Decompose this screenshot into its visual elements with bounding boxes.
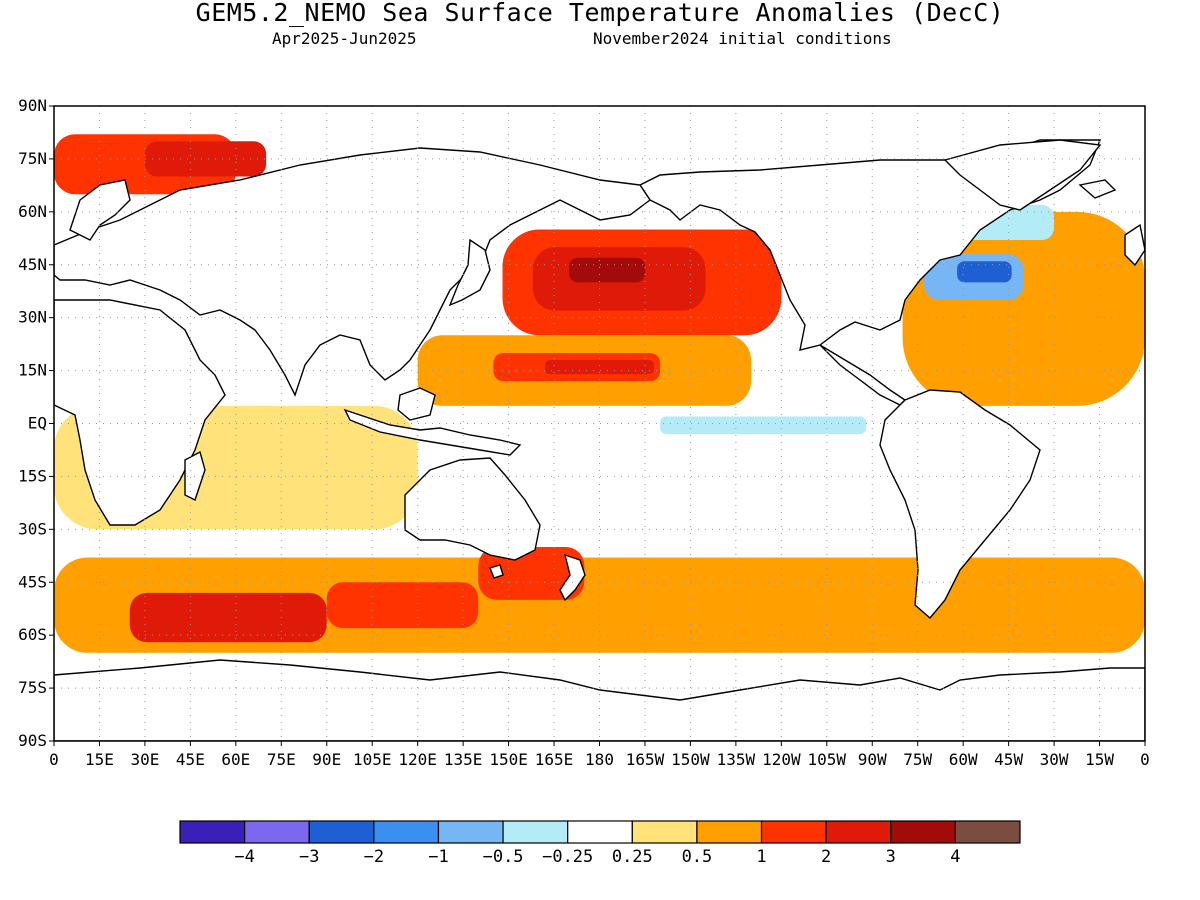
lon-label: 180: [585, 750, 614, 769]
anomaly-southern-ocean-max-1: [129, 592, 327, 643]
lon-label: 165W: [626, 750, 665, 769]
lat-label: EQ: [28, 414, 47, 433]
colorbar-label: −0.5: [483, 847, 524, 867]
lon-label: 120W: [762, 750, 801, 769]
lat-label: 75N: [18, 149, 47, 168]
lat-label: 60N: [18, 202, 47, 221]
anomaly-west-pacific-max: [544, 360, 655, 375]
colorbar-swatch: [890, 820, 956, 844]
colorbar-swatch: [308, 820, 375, 844]
lat-label: 15N: [18, 361, 47, 380]
land-greenland: [943, 139, 1102, 211]
land-australia: [404, 457, 541, 561]
longitude-labels: 0 15E 30E 45E 60E 75E 90E 105E 120E 135E 150E 165E 1…: [49, 741, 1150, 769]
lon-label: 120E: [398, 750, 437, 769]
land-british-isles: [1124, 223, 1145, 267]
colorbar-swatch: [631, 820, 698, 844]
land-indonesia: [343, 408, 522, 456]
lat-label: 45N: [18, 255, 47, 274]
graticule: [54, 106, 1145, 741]
lon-label: 15W: [1085, 750, 1114, 769]
land-south-america: [879, 389, 1041, 619]
lon-label: 45W: [994, 750, 1023, 769]
colorbar: −4 −3 −2 −1 −0.5 −0.25 0.25 0.5 1 2 3 4: [179, 820, 1021, 867]
lat-label: 90N: [18, 96, 47, 115]
land-antarctica: [54, 659, 1145, 741]
colorbar-label: 4: [950, 847, 960, 867]
land-new-zealand: [559, 553, 586, 602]
land-eurasia: [54, 147, 651, 397]
colorbar-swatch: [244, 820, 310, 844]
lon-label: 90W: [858, 750, 887, 769]
lon-label: 135E: [444, 750, 483, 769]
colorbar-label: 3: [886, 847, 896, 867]
land-iceland: [1078, 179, 1117, 199]
anomaly-gulf-stream-core: [957, 261, 1012, 283]
lon-label: 60E: [221, 750, 250, 769]
lat-label: 15S: [18, 466, 47, 485]
lon-label: 105W: [808, 750, 847, 769]
lon-label: 75W: [903, 750, 932, 769]
colorbar-label: −0.25: [542, 847, 593, 867]
lon-label: 30W: [1040, 750, 1069, 769]
land-masks: [54, 139, 1145, 741]
lon-label: 0: [1140, 750, 1150, 769]
anomaly-southern-ocean-max-2: [326, 582, 479, 629]
lon-label: 75E: [267, 750, 296, 769]
colorbar-label: −3: [299, 847, 319, 867]
colorbar-label: 2: [821, 847, 831, 867]
lon-label: 45E: [176, 750, 205, 769]
land-tasmania: [489, 564, 504, 579]
lon-label: 30E: [130, 750, 159, 769]
land-africa: [54, 299, 226, 526]
colorbar-label: −4: [234, 847, 254, 867]
land-borneo: [397, 387, 436, 421]
initial-conditions: November2024 initial conditions: [593, 29, 892, 48]
map-title: GEM5.2_NEMO Sea Surface Temperature Anom…: [195, 0, 1005, 27]
colorbar-swatch: [760, 820, 827, 844]
forecast-period: Apr2025-Jun2025: [272, 29, 417, 48]
colorbar-swatch: [567, 820, 633, 844]
lat-label: 30N: [18, 308, 47, 327]
lon-label: 105E: [353, 750, 392, 769]
colorbar-swatch: [825, 820, 892, 844]
colorbar-swatch: [179, 820, 246, 844]
lat-label: 90S: [18, 731, 47, 750]
anomaly-tasman-warm: [478, 546, 585, 600]
colorbar-swatch: [502, 820, 569, 844]
lat-label: 45S: [18, 572, 47, 591]
colorbar-label: 1: [756, 847, 766, 867]
colorbar-label: −2: [364, 847, 384, 867]
colorbar-swatch: [373, 820, 440, 844]
colorbar-swatch: [696, 820, 763, 844]
lon-label: 165E: [535, 750, 574, 769]
lon-label: 15E: [85, 750, 114, 769]
land-scandinavia: [69, 179, 131, 241]
colorbar-label: −1: [428, 847, 448, 867]
lon-label: 135W: [717, 750, 756, 769]
lon-label: 150E: [489, 750, 528, 769]
lon-label: 0: [49, 750, 59, 769]
latitude-labels: 90N 75N 60N 45N 30N 15N EQ 15S 30S 45S 60S 75S 90S: [18, 96, 54, 750]
colorbar-label: 0.5: [682, 847, 713, 867]
land-central-america: [819, 344, 907, 406]
lat-label: 60S: [18, 625, 47, 644]
lon-label: 60W: [949, 750, 978, 769]
lat-label: 75S: [18, 678, 47, 697]
lon-label: 150W: [671, 750, 710, 769]
colorbar-swatch: [954, 820, 1021, 844]
colorbar-swatch: [437, 820, 504, 844]
colorbar-label: 0.25: [612, 847, 653, 867]
anomaly-southern-ocean-band: [54, 557, 1145, 653]
land-japan: [448, 238, 491, 307]
anomaly-barents-max: [144, 141, 267, 177]
lon-label: 90E: [312, 750, 341, 769]
anomaly-north-pacific-max: [569, 257, 645, 283]
anomaly-equatorial-pacific-cooler: [660, 416, 867, 435]
lat-label: 30S: [18, 519, 47, 538]
